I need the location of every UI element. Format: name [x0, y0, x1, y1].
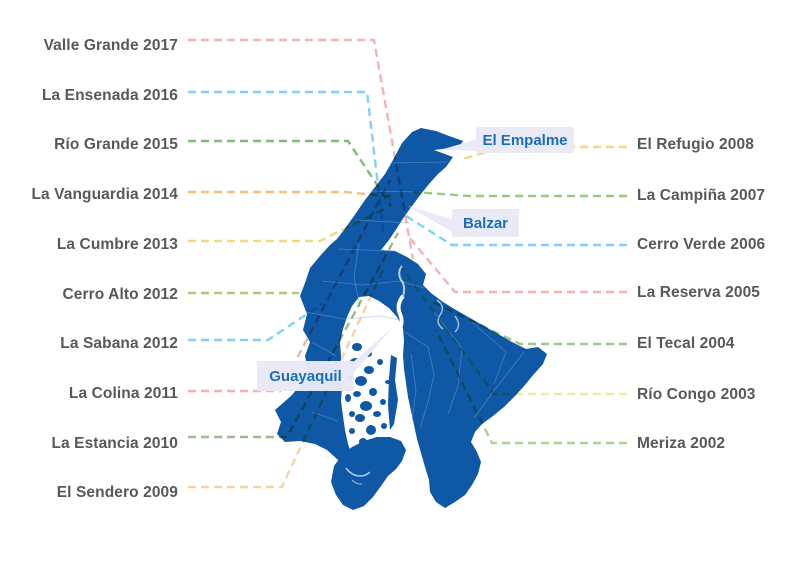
leader-line-la-cumbre-2013: [188, 207, 385, 243]
leader-line-cerro-verde-2006: [405, 214, 627, 247]
leader-line-meriza-2002: [434, 329, 627, 445]
callout-pointer-el-empalme: [440, 139, 478, 151]
callout-pointer-balzar: [408, 206, 454, 233]
callout-pointer-guayaquil: [352, 328, 392, 375]
leader-line-el-tecal-2004: [430, 299, 627, 346]
leader-line-la-campina-2007: [412, 190, 627, 198]
leader-line-la-colina-2011: [188, 179, 392, 393]
leader-lines: [188, 38, 627, 489]
leader-line-la-ensenada-2016: [188, 90, 386, 238]
leader-line-el-sendero-2009: [188, 269, 385, 489]
leader-line-valle-grande-2017: [188, 38, 415, 260]
province-landmass: [275, 128, 547, 508]
leader-line-rio-grande-2015: [188, 139, 393, 207]
leader-line-la-estancia-2010: [188, 232, 400, 439]
leader-line-la-vanguardia-2014: [188, 190, 397, 199]
leader-line-la-reserva-2005: [407, 235, 627, 294]
leader-line-la-sabana-2012: [188, 303, 323, 342]
leader-line-rio-congo-2003: [400, 266, 627, 396]
callout-pointers: [352, 139, 478, 375]
river-channels: [345, 265, 460, 485]
district-boundaries: [302, 161, 525, 429]
